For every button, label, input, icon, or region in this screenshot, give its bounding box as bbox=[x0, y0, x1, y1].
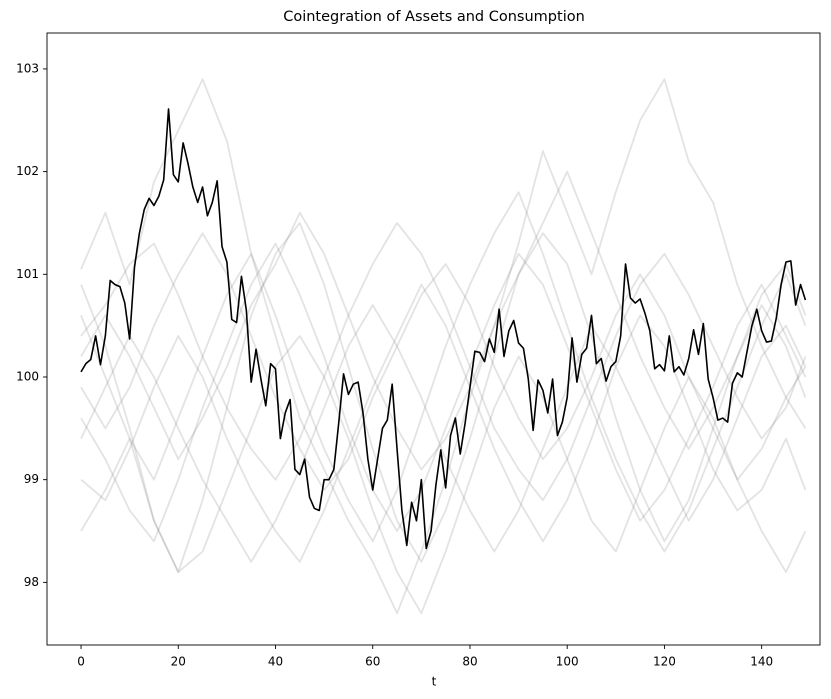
x-tick-label: 60 bbox=[365, 655, 380, 669]
x-tick-label: 20 bbox=[171, 655, 186, 669]
x-tick-label: 100 bbox=[556, 655, 579, 669]
series-line bbox=[80, 191, 807, 553]
x-axis-label: t bbox=[432, 675, 437, 689]
series-line bbox=[80, 170, 807, 471]
series-line bbox=[80, 242, 807, 543]
x-tick-label: 80 bbox=[462, 655, 477, 669]
y-tick-label: 98 bbox=[24, 575, 39, 589]
series-line bbox=[80, 232, 807, 491]
series-line bbox=[80, 304, 807, 563]
series-line bbox=[80, 108, 807, 550]
x-tick-label: 0 bbox=[77, 655, 85, 669]
series-line bbox=[80, 222, 807, 573]
series-line bbox=[80, 283, 807, 563]
y-tick-label: 103 bbox=[16, 61, 39, 75]
series-line bbox=[80, 222, 807, 502]
x-tick-label: 140 bbox=[750, 655, 773, 669]
y-tick-label: 101 bbox=[16, 267, 39, 281]
y-tick-label: 100 bbox=[16, 369, 39, 383]
x-tick-label: 120 bbox=[653, 655, 676, 669]
x-tick-label: 40 bbox=[268, 655, 283, 669]
y-tick-label: 102 bbox=[16, 164, 39, 178]
series-line bbox=[80, 335, 807, 615]
plot-frame bbox=[46, 32, 821, 646]
chart-title: Cointegration of Assets and Consumption bbox=[283, 9, 585, 25]
y-tick-label: 99 bbox=[24, 472, 39, 486]
